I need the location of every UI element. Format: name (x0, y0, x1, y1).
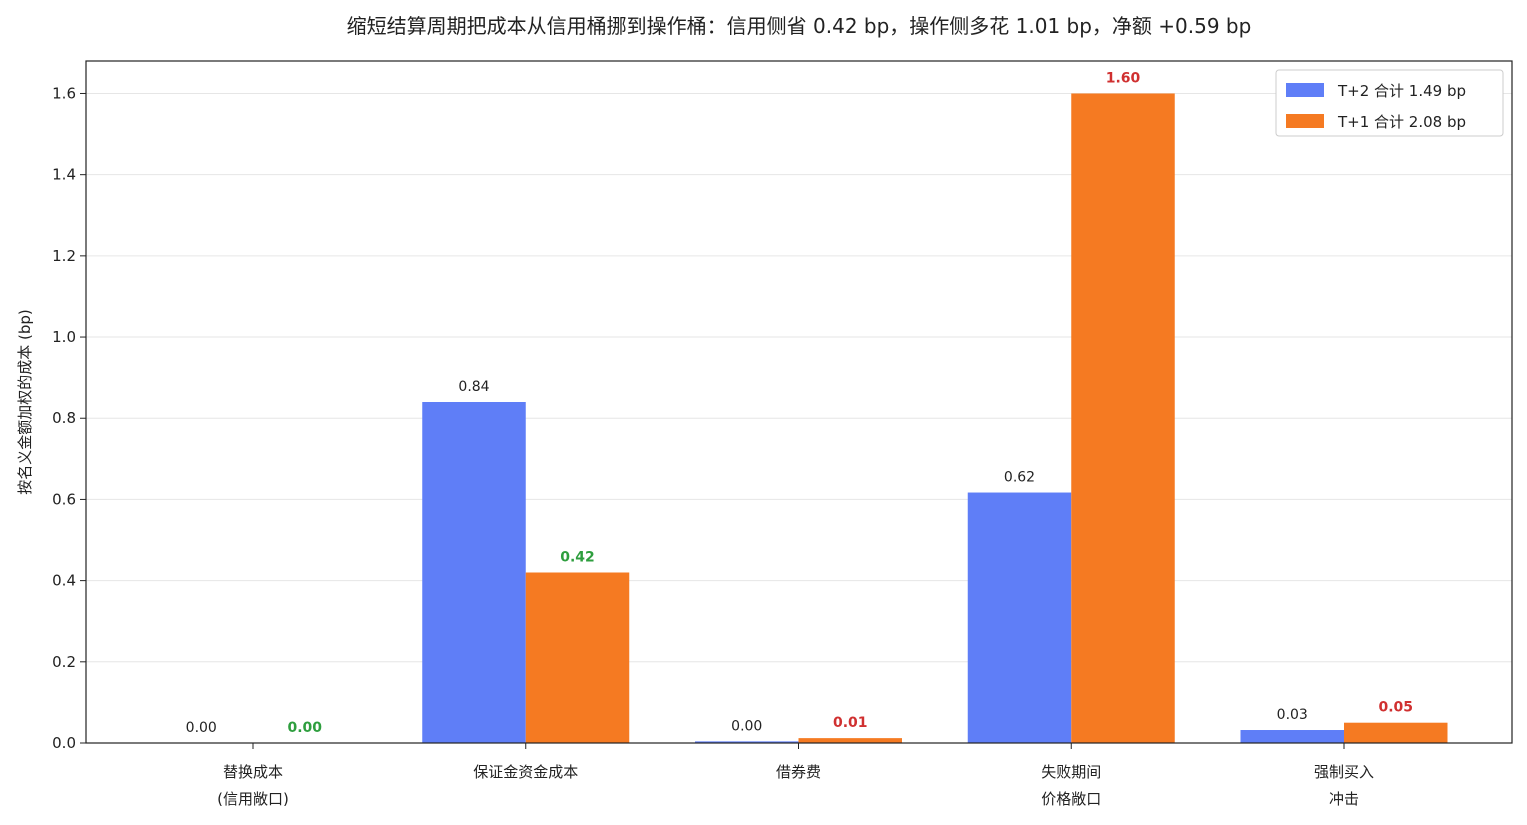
bar-t2 (695, 741, 799, 743)
y-tick-label: 0.2 (52, 653, 76, 671)
y-tick-label: 1.6 (52, 84, 76, 102)
bar-value-label: 0.00 (731, 718, 762, 734)
bar-value-label: 0.84 (458, 379, 489, 395)
x-tick-label: 替换成本 (223, 763, 283, 781)
y-tick-label: 0.4 (52, 572, 76, 590)
x-tick-label: 价格敞口 (1041, 790, 1101, 808)
legend-box (1275, 69, 1504, 137)
bar-t1 (1071, 93, 1175, 743)
chart-title: 缩短结算周期把成本从信用桶挪到操作桶：信用侧省 0.42 bp，操作侧多花 1.… (347, 14, 1252, 38)
plot-frame (85, 60, 1513, 744)
x-tick-label: 失败期间 (1041, 763, 1101, 781)
legend-label: T+2 合计 1.49 bp (1337, 82, 1466, 100)
bar-value-label: 0.05 (1378, 700, 1413, 716)
y-tick-label: 1.4 (52, 166, 76, 184)
y-tick-label: 1.0 (52, 328, 76, 346)
bar-t1 (798, 738, 902, 743)
axis-ticks: 0.0 0.2 0.4 0.6 0.8 1.0 1.2 1.4 1.6 替换成本 (信用敞口) 保证金… (52, 84, 1374, 808)
bar-value-label: 1.60 (1106, 70, 1141, 86)
bar-t2 (422, 402, 526, 743)
y-tick-label: 1.2 (52, 247, 76, 265)
y-tick-label: 0.6 (52, 490, 76, 508)
legend-swatch (1286, 114, 1324, 128)
x-tick-label: 冲击 (1329, 790, 1359, 808)
legend-swatch (1286, 83, 1324, 97)
grid-lines (86, 92, 1512, 744)
legend-label: T+1 合计 2.08 bp (1337, 113, 1466, 131)
bar-value-label: 0.42 (560, 550, 595, 566)
bar-t2 (1240, 730, 1344, 743)
x-tick-label: 强制买入 (1314, 763, 1374, 781)
bar-value-label: 0.62 (1004, 470, 1035, 486)
bar-t1 (525, 572, 630, 743)
bars (422, 93, 1448, 743)
bar-t2 (967, 492, 1072, 743)
x-tick-label: 借券费 (776, 763, 821, 781)
y-tick-label: 0.0 (52, 734, 76, 752)
y-axis-label: 按名义金额加权的成本 (bp) (16, 309, 34, 495)
bar-value-label: 0.03 (1277, 707, 1308, 723)
bar-value-label: 0.00 (186, 720, 217, 736)
x-tick-label: (信用敞口) (217, 790, 289, 808)
bar-value-label: 0.01 (833, 715, 868, 731)
legend: T+2 合计 1.49 bp T+1 合计 2.08 bp (1275, 69, 1504, 137)
y-tick-label: 0.8 (52, 409, 76, 427)
x-tick-label: 保证金资金成本 (473, 763, 578, 781)
bar-labels: 0.00 0.00 0.84 0.42 0.00 0.01 0.62 1.60 0.03 0.05 (186, 70, 1413, 736)
bar-value-label: 0.00 (287, 720, 322, 736)
bar-t1 (1344, 722, 1448, 743)
